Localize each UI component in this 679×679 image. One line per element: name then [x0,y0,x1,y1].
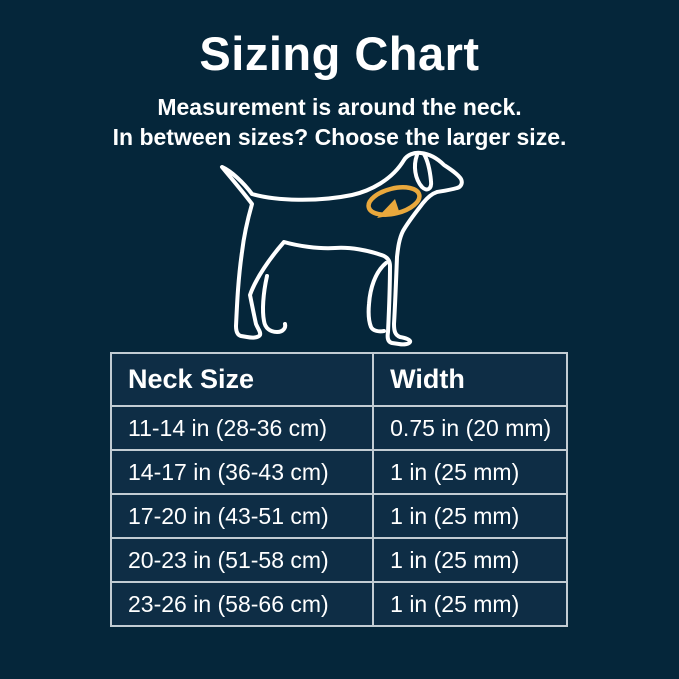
header-width: Width [372,352,568,407]
neck-size-value: 23-26 in (58-66 cm) [109,581,375,627]
dog-outline-illustration [220,150,464,347]
table-row: 20-23 in (51-58 cm) 1 in (25 mm) [109,537,568,583]
neck-size-value: 11-14 in (28-36 cm) [109,405,375,451]
dog-far-hind-leg [261,274,288,334]
width-value: 1 in (25 mm) [372,537,568,583]
header-neck-size: Neck Size [109,352,375,407]
width-value: 1 in (25 mm) [372,493,568,539]
width-value: 1 in (25 mm) [372,581,568,627]
width-value: 0.75 in (20 mm) [372,405,568,451]
neck-measure-arrow-icon [366,185,422,218]
neck-size-value: 17-20 in (43-51 cm) [109,493,375,539]
subtitle-line-1: Measurement is around the neck. [157,94,522,120]
table-row: 14-17 in (36-43 cm) 1 in (25 mm) [109,449,568,495]
sizing-table: Neck Size Width 11-14 in (28-36 cm) 0.75… [109,352,568,627]
width-value: 1 in (25 mm) [372,449,568,495]
dog-body-outline [220,150,464,347]
table-header-row: Neck Size Width [109,352,568,407]
page-title: Sizing Chart [199,27,480,80]
neck-size-value: 20-23 in (51-58 cm) [109,537,375,583]
dog-ear [412,152,434,192]
table-row: 11-14 in (28-36 cm) 0.75 in (20 mm) [109,405,568,451]
dog-far-front-leg [366,261,388,334]
subtitle: Measurement is around the neck. In betwe… [0,92,679,152]
table-row: 17-20 in (43-51 cm) 1 in (25 mm) [109,493,568,539]
table-row: 23-26 in (58-66 cm) 1 in (25 mm) [109,581,568,627]
subtitle-line-2: In between sizes? Choose the larger size… [112,124,567,150]
neck-size-value: 14-17 in (36-43 cm) [109,449,375,495]
